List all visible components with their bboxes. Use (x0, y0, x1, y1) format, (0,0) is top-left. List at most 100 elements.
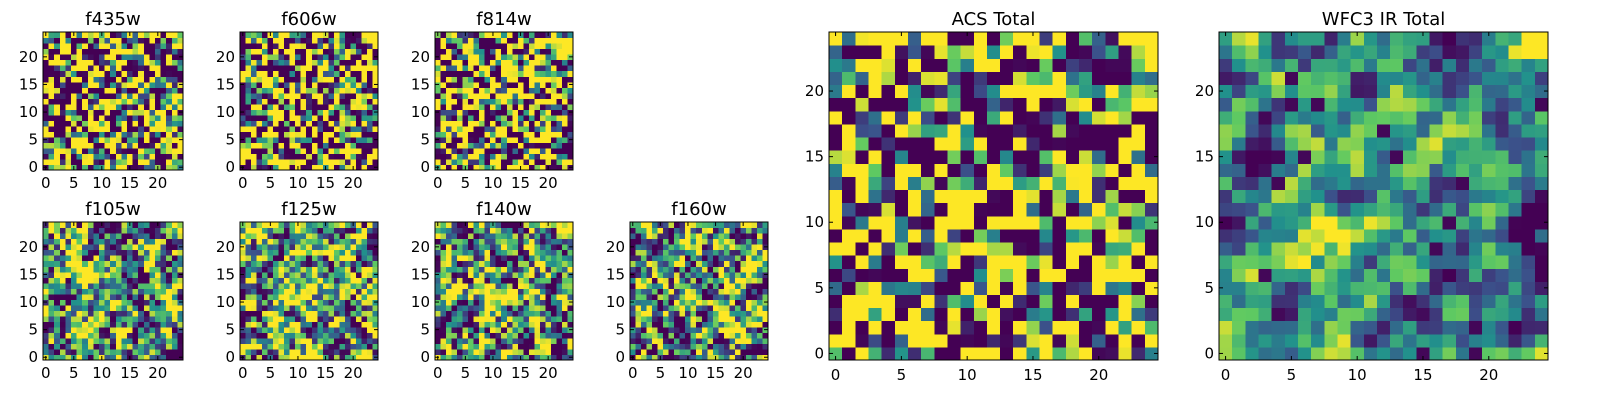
pixel-cell (517, 142, 524, 149)
pixel-cell (166, 271, 173, 278)
pixel-cell (523, 142, 530, 149)
pixel-cell (177, 310, 184, 317)
pixel-cell (317, 32, 324, 39)
pixel-cell (468, 238, 475, 245)
pixel-cell (495, 98, 502, 105)
pixel-cell (127, 271, 134, 278)
pixel-cell (707, 343, 714, 350)
pixel-cell (435, 70, 442, 77)
pixel-cell (251, 282, 258, 289)
pixel-cell (306, 282, 313, 289)
pixel-cell (160, 136, 167, 143)
pixel-cell (54, 131, 61, 138)
pixel-cell (506, 164, 513, 171)
pixel-cell (43, 98, 50, 105)
pixel-cell (361, 131, 368, 138)
pixel-cell (690, 238, 697, 245)
pixel-cell (1026, 255, 1041, 269)
pixel-cell (361, 233, 368, 240)
pixel-cell (663, 299, 670, 306)
pixel-cell (451, 249, 458, 256)
pixel-cell (99, 48, 106, 55)
pixel-cell (110, 249, 117, 256)
pixel-cell (171, 81, 178, 88)
pixel-cell (556, 142, 563, 149)
pixel-cell (240, 158, 247, 166)
pixel-cell (712, 348, 719, 356)
pixel-cell (115, 103, 122, 110)
pixel-cell (76, 120, 83, 127)
pixel-cell (679, 293, 686, 300)
pixel-cell (99, 249, 106, 256)
pixel-cell (71, 332, 78, 339)
pixel-cell (311, 304, 318, 311)
pixel-cell (93, 76, 100, 83)
pixel-cell (71, 109, 78, 116)
pixel-cell (333, 343, 340, 350)
pixel-cell (311, 233, 318, 240)
pixel-cell (696, 332, 703, 339)
pixel-cell (284, 227, 291, 234)
pixel-cell (251, 227, 258, 234)
pixel-cell (561, 32, 569, 39)
pixel-cell (986, 176, 1001, 191)
pixel-cell (93, 32, 100, 39)
pixel-cell (115, 321, 122, 328)
pixel-cell (355, 70, 363, 77)
pixel-cell (317, 37, 324, 44)
pixel-cell (251, 136, 258, 143)
pixel-cell (110, 142, 117, 149)
pixel-cell (451, 288, 458, 295)
pixel-cell (65, 54, 72, 61)
pixel-cell (289, 326, 296, 333)
pixel-cell (104, 136, 111, 143)
pixel-cell (685, 260, 692, 267)
pixel-cell (350, 131, 357, 138)
pixel-cell (435, 227, 442, 234)
pixel-cell (881, 320, 896, 335)
pixel-cell (333, 158, 340, 166)
pixel-cell (635, 293, 642, 300)
x-tick-label: 20 (344, 364, 363, 382)
pixel-cell (894, 268, 909, 282)
pixel-cell (718, 315, 725, 322)
panel-title: f606w (281, 9, 336, 30)
pixel-cell (160, 164, 167, 171)
pixel-cell (567, 59, 574, 66)
pixel-cell (48, 321, 55, 328)
pixel-cell (110, 310, 117, 317)
pixel-cell (1092, 346, 1106, 361)
pixel-cell (1144, 176, 1159, 191)
pixel-cell (567, 87, 574, 94)
pixel-cell (707, 227, 714, 234)
pixel-cell (451, 354, 458, 361)
pixel-cell (517, 255, 524, 262)
pixel-cell (685, 310, 692, 317)
pixel-cell (251, 222, 258, 229)
pixel-cell (132, 249, 139, 256)
pixel-cell (729, 321, 736, 328)
pixel-cell (132, 337, 139, 345)
pixel-cell (256, 114, 263, 121)
pixel-cell (361, 348, 368, 356)
x-tick-label: 10 (288, 364, 307, 382)
pixel-cell (756, 244, 764, 251)
pixel-cell (685, 244, 692, 251)
pixel-cell (300, 266, 307, 273)
pixel-cell (43, 48, 50, 55)
pixel-cell (295, 70, 302, 77)
pixel-cell (855, 294, 870, 309)
pixel-cell (171, 92, 178, 99)
pixel-cell (245, 37, 252, 44)
pixel-cell (435, 59, 442, 66)
pixel-cell (446, 142, 453, 149)
pixel-cell (54, 81, 61, 88)
pixel-cell (115, 282, 122, 289)
pixel-cell (171, 98, 178, 105)
pixel-cell (160, 109, 167, 116)
pixel-cell (1131, 163, 1146, 177)
pixel-cell (110, 87, 117, 94)
pixel-cell (93, 244, 100, 251)
pixel-cell (317, 277, 324, 284)
pixel-cell (149, 332, 156, 339)
